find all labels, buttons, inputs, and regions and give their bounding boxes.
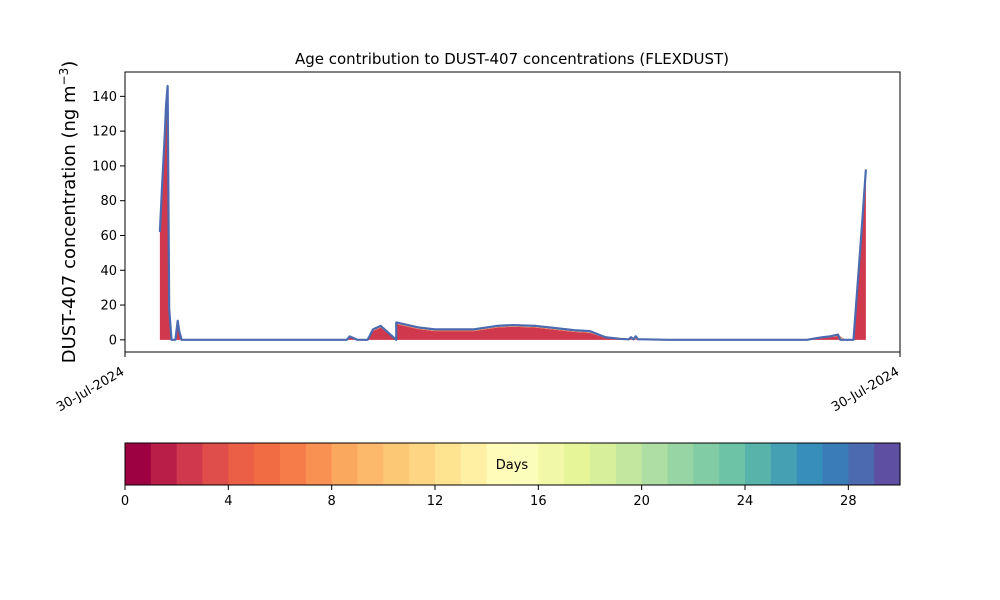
colorbar-cell [770,443,798,485]
colorbar-cells [125,443,901,485]
area-layer-young [159,85,866,340]
area-layer-oldest [159,85,866,340]
area-layer-middle [159,85,866,340]
y-tick-label: 140 [92,90,117,105]
colorbar-cell [848,443,875,485]
y-tick-label: 100 [92,159,117,174]
colorbar-cell [822,443,849,485]
y-tick-label: 60 [100,229,117,244]
colorbar-cell [667,443,694,485]
x-tick-label: 30-Jul-2024 [54,364,127,415]
colorbar-cell [538,443,565,485]
colorbar-cell [641,443,669,485]
colorbar-cell [796,443,824,485]
colorbar-tick-label: 0 [121,494,129,509]
colorbar: Days 0 4 8 12 16 20 24 28 [121,442,901,509]
colorbar-cell [125,443,152,485]
y-tick-label: 120 [92,125,117,140]
colorbar-cell [486,443,514,485]
colorbar-cell [564,443,591,485]
colorbar-cell [512,443,539,485]
y-tick-label: 80 [100,194,117,209]
colorbar-cell [383,443,410,485]
colorbar-tick-label: 4 [224,494,232,509]
colorbar-cell [874,443,901,485]
x-axis-ticks: 30-Jul-2024 30-Jul-2024 [54,352,902,415]
total-concentration-line [158,84,867,341]
colorbar-tick-label: 28 [840,494,857,509]
y-axis-ticks: 0 20 40 60 80 100 120 140 [92,90,125,348]
colorbar-tick-label: 16 [530,494,547,509]
colorbar-cell [202,443,229,485]
colorbar-cell [228,443,255,485]
colorbar-cell [590,443,617,485]
colorbar-tick-label: 20 [633,494,650,509]
colorbar-cell [719,443,746,485]
colorbar-tick-label: 8 [328,494,336,509]
colorbar-tick-label: 12 [427,494,444,509]
colorbar-cell [305,443,333,485]
colorbar-frame [124,442,901,486]
y-tick-label: 20 [100,299,117,314]
area-layer-older [159,85,866,340]
colorbar-cell [280,443,307,485]
colorbar-tick-label: 24 [737,494,754,509]
colorbar-cell [409,443,436,485]
colorbar-ticks: 0 4 8 12 16 20 24 28 [121,485,857,509]
colorbar-cell [435,443,462,485]
colorbar-cell [693,443,720,485]
chart-title: Age contribution to DUST-407 concentrati… [295,50,729,68]
stacked-area-series [158,84,867,341]
y-tick-label: 0 [109,333,117,348]
colorbar-cell [331,443,359,485]
colorbar-cell [357,443,384,485]
y-axis-label: DUST-407 concentration (ng m−3) [57,61,80,364]
colorbar-cell [615,443,643,485]
colorbar-label: Days [496,458,529,473]
colorbar-cell [150,443,178,485]
colorbar-cell [460,443,488,485]
colorbar-cell [745,443,772,485]
y-tick-label: 40 [100,264,117,279]
colorbar-cell [254,443,281,485]
y-axis-label-exponent: −3 [57,68,71,86]
x-tick-label: 30-Jul-2024 [829,364,902,415]
colorbar-cell [176,443,204,485]
y-axis-label-main: DUST-407 concentration (ng m [59,85,80,363]
y-axis-label-close: ) [59,61,80,68]
plot-frame [124,71,901,353]
